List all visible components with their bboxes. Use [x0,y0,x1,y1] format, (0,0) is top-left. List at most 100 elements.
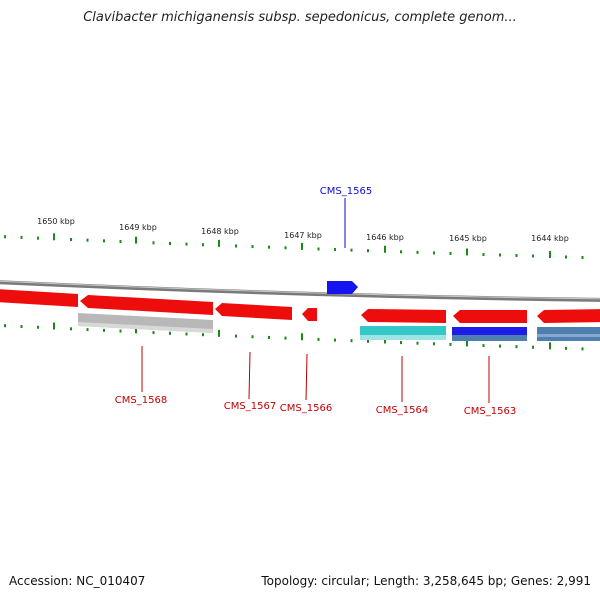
accession-text: Accession: NC_010407 [9,574,146,588]
scale-labels: 1650 kbp 1649 kbp 1648 kbp 1647 kbp 1646 kbp… [37,217,569,243]
minor-tick-12 [202,243,204,247]
minor-tick-15 [251,335,254,339]
gene-label-cms-1564[interactable]: CMS_1564 [376,405,428,416]
scale-label-2: 1648 kbp [201,227,239,236]
minor-tick-24 [400,250,402,254]
minor-tick-15 [251,245,254,249]
minor-tick-11 [185,242,188,246]
scale-label-6: 1644 kbp [531,234,569,243]
scale-label-5: 1645 kbp [449,234,487,243]
minor-tick-4 [70,237,72,241]
minor-tick-29 [482,344,485,348]
minor-tick-12 [202,333,204,337]
minor-tick-19 [317,247,320,251]
gene-arrow-cms-1568[interactable] [80,295,213,315]
minor-tick-7 [119,329,122,333]
gene-labels: CMS_1565 CMS_1568 CMS_1567 CMS_1566 CMS_… [115,186,516,417]
minor-tick-22 [367,339,369,343]
minor-tick-35 [581,347,584,351]
gene-label-cms-1563[interactable]: CMS_1563 [464,406,516,417]
minor-tick-9 [152,331,155,335]
feature-bar-cyan-shadow [360,335,446,340]
gene-arrow-cms-1566[interactable] [302,308,317,321]
scale-label-1: 1649 kbp [119,223,157,232]
major-tick-3 [53,233,55,241]
major-tick-8 [135,326,137,334]
minor-tick-6 [103,239,105,243]
major-tick-33 [549,251,551,259]
outer-tick-ring [4,233,584,259]
major-tick-18 [301,242,303,250]
minor-tick-10 [169,241,171,245]
minor-tick-0 [4,324,6,328]
minor-tick-34 [565,255,567,259]
minor-tick-11 [185,332,188,336]
minor-tick-26 [433,251,435,255]
feature-bar-gray-shadow [78,322,213,333]
gene-arrow-cms-1564[interactable] [361,309,446,323]
minor-tick-4 [70,327,72,331]
minor-tick-5 [86,238,89,242]
feature-bar-blue[interactable] [452,327,527,335]
minor-tick-20 [334,338,336,342]
minor-tick-17 [284,336,287,340]
gene-arrow-cms-1565[interactable] [327,281,358,294]
minor-tick-20 [334,248,336,252]
minor-tick-1 [20,235,23,239]
gene-label-cms-1565[interactable]: CMS_1565 [320,186,372,197]
scale-label-3: 1647 kbp [284,231,322,240]
minor-tick-26 [433,342,435,346]
major-tick-3 [53,322,55,330]
feature-bars [78,313,600,341]
minor-tick-27 [449,342,452,346]
minor-tick-27 [449,251,452,255]
minor-tick-14 [235,244,237,248]
minor-tick-19 [317,337,320,341]
minor-tick-5 [86,328,89,332]
gene-arrow-cms-1563[interactable] [453,310,527,323]
minor-tick-21 [350,248,353,252]
minor-tick-29 [482,252,485,256]
genome-stats-text: Topology: circular; Length: 3,258,645 bp… [261,574,591,588]
feature-bar-steel-right-highlight [537,334,600,337]
major-tick-18 [301,333,303,341]
minor-tick-24 [400,341,402,345]
minor-tick-9 [152,241,155,245]
major-tick-28 [466,339,468,347]
minor-tick-35 [581,255,584,259]
gene-arrow-cms-1562[interactable] [537,309,600,323]
feature-bar-steel[interactable] [452,335,527,341]
minor-tick-22 [367,249,369,253]
genome-backbone [0,280,600,302]
minor-tick-16 [268,245,270,249]
scale-label-0: 1650 kbp [37,217,75,226]
minor-tick-32 [532,254,534,258]
minor-tick-30 [499,344,501,348]
major-tick-13 [218,239,220,247]
gene-arrow-cms-1569[interactable] [0,289,78,307]
major-tick-13 [218,329,220,337]
gene-label-cms-1568[interactable]: CMS_1568 [115,395,167,406]
major-tick-23 [384,245,386,253]
leader-line-cms-1566 [305,353,308,401]
minor-tick-34 [565,346,567,350]
minor-tick-31 [515,254,518,258]
gene-label-cms-1566[interactable]: CMS_1566 [280,403,332,414]
genome-backbone-highlight [0,280,600,300]
minor-tick-6 [103,328,105,332]
gene-label-cms-1567[interactable]: CMS_1567 [224,401,276,412]
minor-tick-1 [20,325,23,329]
minor-tick-7 [119,240,122,244]
minor-tick-31 [515,345,518,349]
leader-line-cms-1567 [248,351,251,400]
major-tick-28 [466,248,468,256]
minor-tick-25 [416,341,419,345]
minor-tick-16 [268,335,270,339]
minor-tick-25 [416,250,419,254]
minor-tick-30 [499,253,501,257]
gene-arrow-cms-1567[interactable] [215,303,292,320]
minor-tick-10 [169,331,171,335]
minor-tick-21 [350,339,353,343]
reverse-strand-genes [0,289,600,323]
